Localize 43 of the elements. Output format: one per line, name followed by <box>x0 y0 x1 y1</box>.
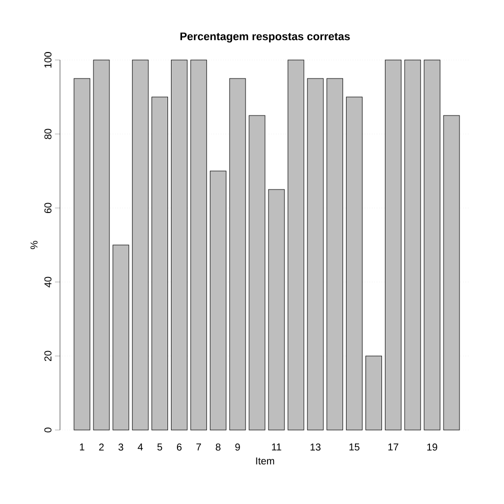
x-axis-title: Item <box>256 457 274 464</box>
bar <box>229 78 246 430</box>
x-tick-label: 7 <box>196 444 201 450</box>
x-tick-label: 4 <box>138 444 143 450</box>
x-tick-label: 5 <box>157 444 162 451</box>
y-tick-label: 60 <box>44 202 52 214</box>
bar <box>326 78 344 430</box>
bar <box>93 60 110 430</box>
bar <box>132 60 149 430</box>
bar <box>152 96 168 430</box>
x-tick-label: 13 <box>310 444 321 451</box>
chart-title: Percentagem respostas corretas <box>180 32 350 42</box>
bar <box>268 189 285 430</box>
x-tick-label: 11 <box>272 444 282 450</box>
y-tick-label: 0 <box>44 428 52 432</box>
x-tick-label: 1 <box>80 444 84 450</box>
x-tick-label: 17 <box>388 444 398 450</box>
bar <box>210 170 226 430</box>
y-tick-label: 20 <box>44 350 52 362</box>
bar <box>443 115 460 430</box>
x-tick-label: 3 <box>118 444 124 451</box>
bar <box>190 60 207 430</box>
x-tick-label: 9 <box>235 444 240 451</box>
bar <box>404 60 421 430</box>
bar <box>366 356 382 430</box>
bar <box>112 244 130 430</box>
bar <box>248 115 266 430</box>
y-tick-label: 100 <box>44 52 52 68</box>
x-tick-label: 2 <box>99 444 104 451</box>
x-tick-label: 15 <box>349 444 360 451</box>
bar <box>288 60 304 430</box>
bar <box>424 60 440 430</box>
x-tick-label: 6 <box>176 444 182 451</box>
bar <box>307 78 324 430</box>
y-axis-title: % <box>30 240 38 250</box>
bar <box>384 60 402 430</box>
bar <box>346 96 362 430</box>
y-tick-label: 80 <box>44 128 52 140</box>
bar <box>171 60 188 430</box>
y-tick-label: 40 <box>44 276 52 288</box>
x-tick-label: 8 <box>216 444 220 451</box>
x-tick-label: 19 <box>427 444 438 451</box>
bar <box>74 78 90 430</box>
